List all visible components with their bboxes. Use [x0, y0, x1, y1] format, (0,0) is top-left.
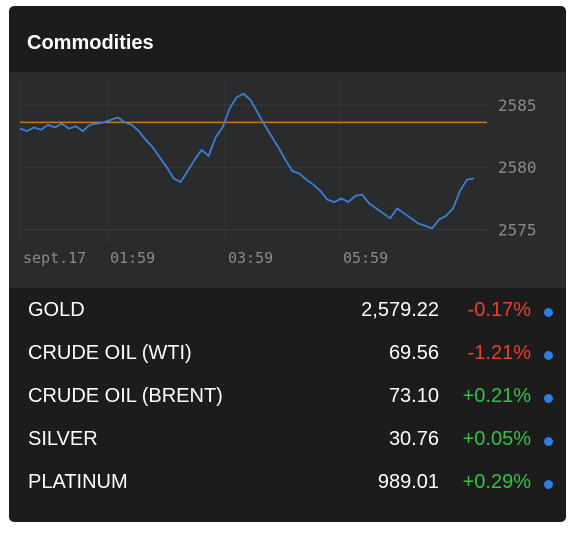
commodity-row-crude-oil-wti[interactable]: CRUDE OIL (WTI) 69.56 -1.21% — [9, 334, 566, 377]
status-dot-icon — [544, 351, 553, 360]
commodities-widget: Commodities 2575 2580 2585 sept.17 01:59 03:5… — [9, 6, 566, 522]
status-dot-icon — [544, 394, 553, 403]
price-series-line — [19, 92, 475, 230]
commodity-price: 2,579.22 — [361, 299, 439, 321]
chart-svg: 2575 2580 2585 sept.17 01:59 03:59 05:59 — [19, 80, 537, 267]
commodity-change: +0.05% — [462, 428, 531, 450]
status-dot-icon — [544, 437, 553, 446]
price-chart[interactable]: 2575 2580 2585 sept.17 01:59 03:59 05:59 — [9, 72, 566, 288]
x-tick-label: sept.17 — [23, 249, 86, 267]
commodity-change: +0.29% — [462, 471, 531, 493]
widget-title: Commodities — [27, 32, 154, 54]
commodity-change: -1.21% — [467, 342, 531, 364]
commodity-price: 69.56 — [388, 342, 439, 364]
y-tick-label: 2585 — [498, 96, 537, 115]
y-tick-label: 2575 — [498, 221, 537, 240]
commodity-price: 30.76 — [388, 428, 439, 450]
commodity-row-gold[interactable]: GOLD 2,579.22 -0.17% — [9, 291, 566, 334]
commodity-list: GOLD 2,579.22 -0.17% CRUDE OIL (WTI) 69.… — [9, 291, 566, 506]
commodity-change: +0.21% — [462, 385, 531, 407]
commodity-name: SILVER — [28, 428, 98, 450]
commodity-price: 989.01 — [377, 471, 439, 493]
commodity-row-platinum[interactable]: PLATINUM 989.01 +0.29% — [9, 463, 566, 506]
commodity-name: GOLD — [28, 299, 85, 321]
commodity-price: 73.10 — [388, 385, 439, 407]
widget-header: Commodities — [9, 6, 566, 72]
x-tick-label: 01:59 — [110, 249, 155, 267]
x-tick-label: 03:59 — [228, 249, 273, 267]
commodity-name: CRUDE OIL (BRENT) — [28, 385, 223, 407]
status-dot-icon — [544, 308, 553, 317]
commodity-name: PLATINUM — [28, 471, 128, 493]
commodity-row-silver[interactable]: SILVER 30.76 +0.05% — [9, 420, 566, 463]
y-tick-label: 2580 — [498, 158, 537, 177]
status-dot-icon — [544, 480, 553, 489]
commodity-row-crude-oil-brent[interactable]: CRUDE OIL (BRENT) 73.10 +0.21% — [9, 377, 566, 420]
x-tick-label: 05:59 — [343, 249, 388, 267]
commodity-change: -0.17% — [467, 299, 531, 321]
commodity-name: CRUDE OIL (WTI) — [28, 342, 192, 364]
